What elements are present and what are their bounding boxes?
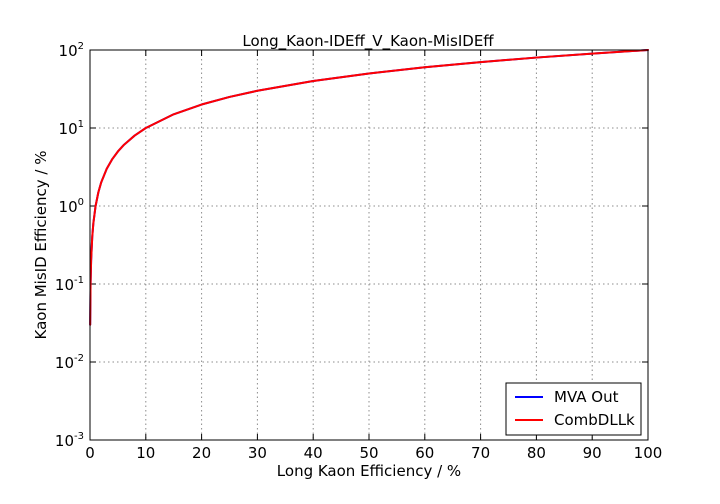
- x-axis-label: Long Kaon Efficiency / %: [277, 462, 461, 480]
- series-lines: [89, 49, 649, 326]
- x-tick-label-8: 80: [527, 444, 546, 462]
- y-tick-label-3: 100: [59, 197, 84, 216]
- y-tick-label-4: 101: [59, 119, 84, 138]
- y-tick-label-5: 102: [59, 41, 84, 60]
- x-tick-label-9: 90: [583, 444, 602, 462]
- x-tick-label-0: 0: [85, 444, 95, 462]
- y-tick-label-2: 10-1: [55, 275, 84, 294]
- x-tick-label-5: 50: [359, 444, 378, 462]
- series-line-combdllk: [89, 49, 649, 326]
- x-tick-label-6: 60: [415, 444, 434, 462]
- y-tick-label-1: 10-2: [55, 353, 84, 372]
- legend-label-combdllk: CombDLLk: [554, 411, 635, 429]
- x-tick-label-4: 40: [304, 444, 323, 462]
- x-tick-label-10: 100: [634, 444, 663, 462]
- legend-label-mva-out: MVA Out: [554, 388, 619, 406]
- x-tick-label-3: 30: [248, 444, 267, 462]
- y-axis-label: Kaon MisID Efficiency / %: [32, 151, 50, 340]
- legend-box: [505, 382, 642, 436]
- legend: MVA Out CombDLLk: [505, 382, 642, 436]
- x-tick-label-1: 10: [136, 444, 155, 462]
- plot-frame: [89, 49, 649, 441]
- y-tick-labels: 10-3 10-2 10-1 100 101 102: [55, 41, 84, 450]
- grid: [89, 49, 649, 441]
- x-tick-label-2: 20: [192, 444, 211, 462]
- y-tick-label-0: 10-3: [55, 431, 84, 450]
- x-tick-label-7: 70: [471, 444, 490, 462]
- x-tick-labels: 0 10 20 30 40 50 60 70 80 90 100: [85, 444, 662, 462]
- chart-title: Long_Kaon-IDEff_V_Kaon-MisIDEff: [242, 32, 494, 51]
